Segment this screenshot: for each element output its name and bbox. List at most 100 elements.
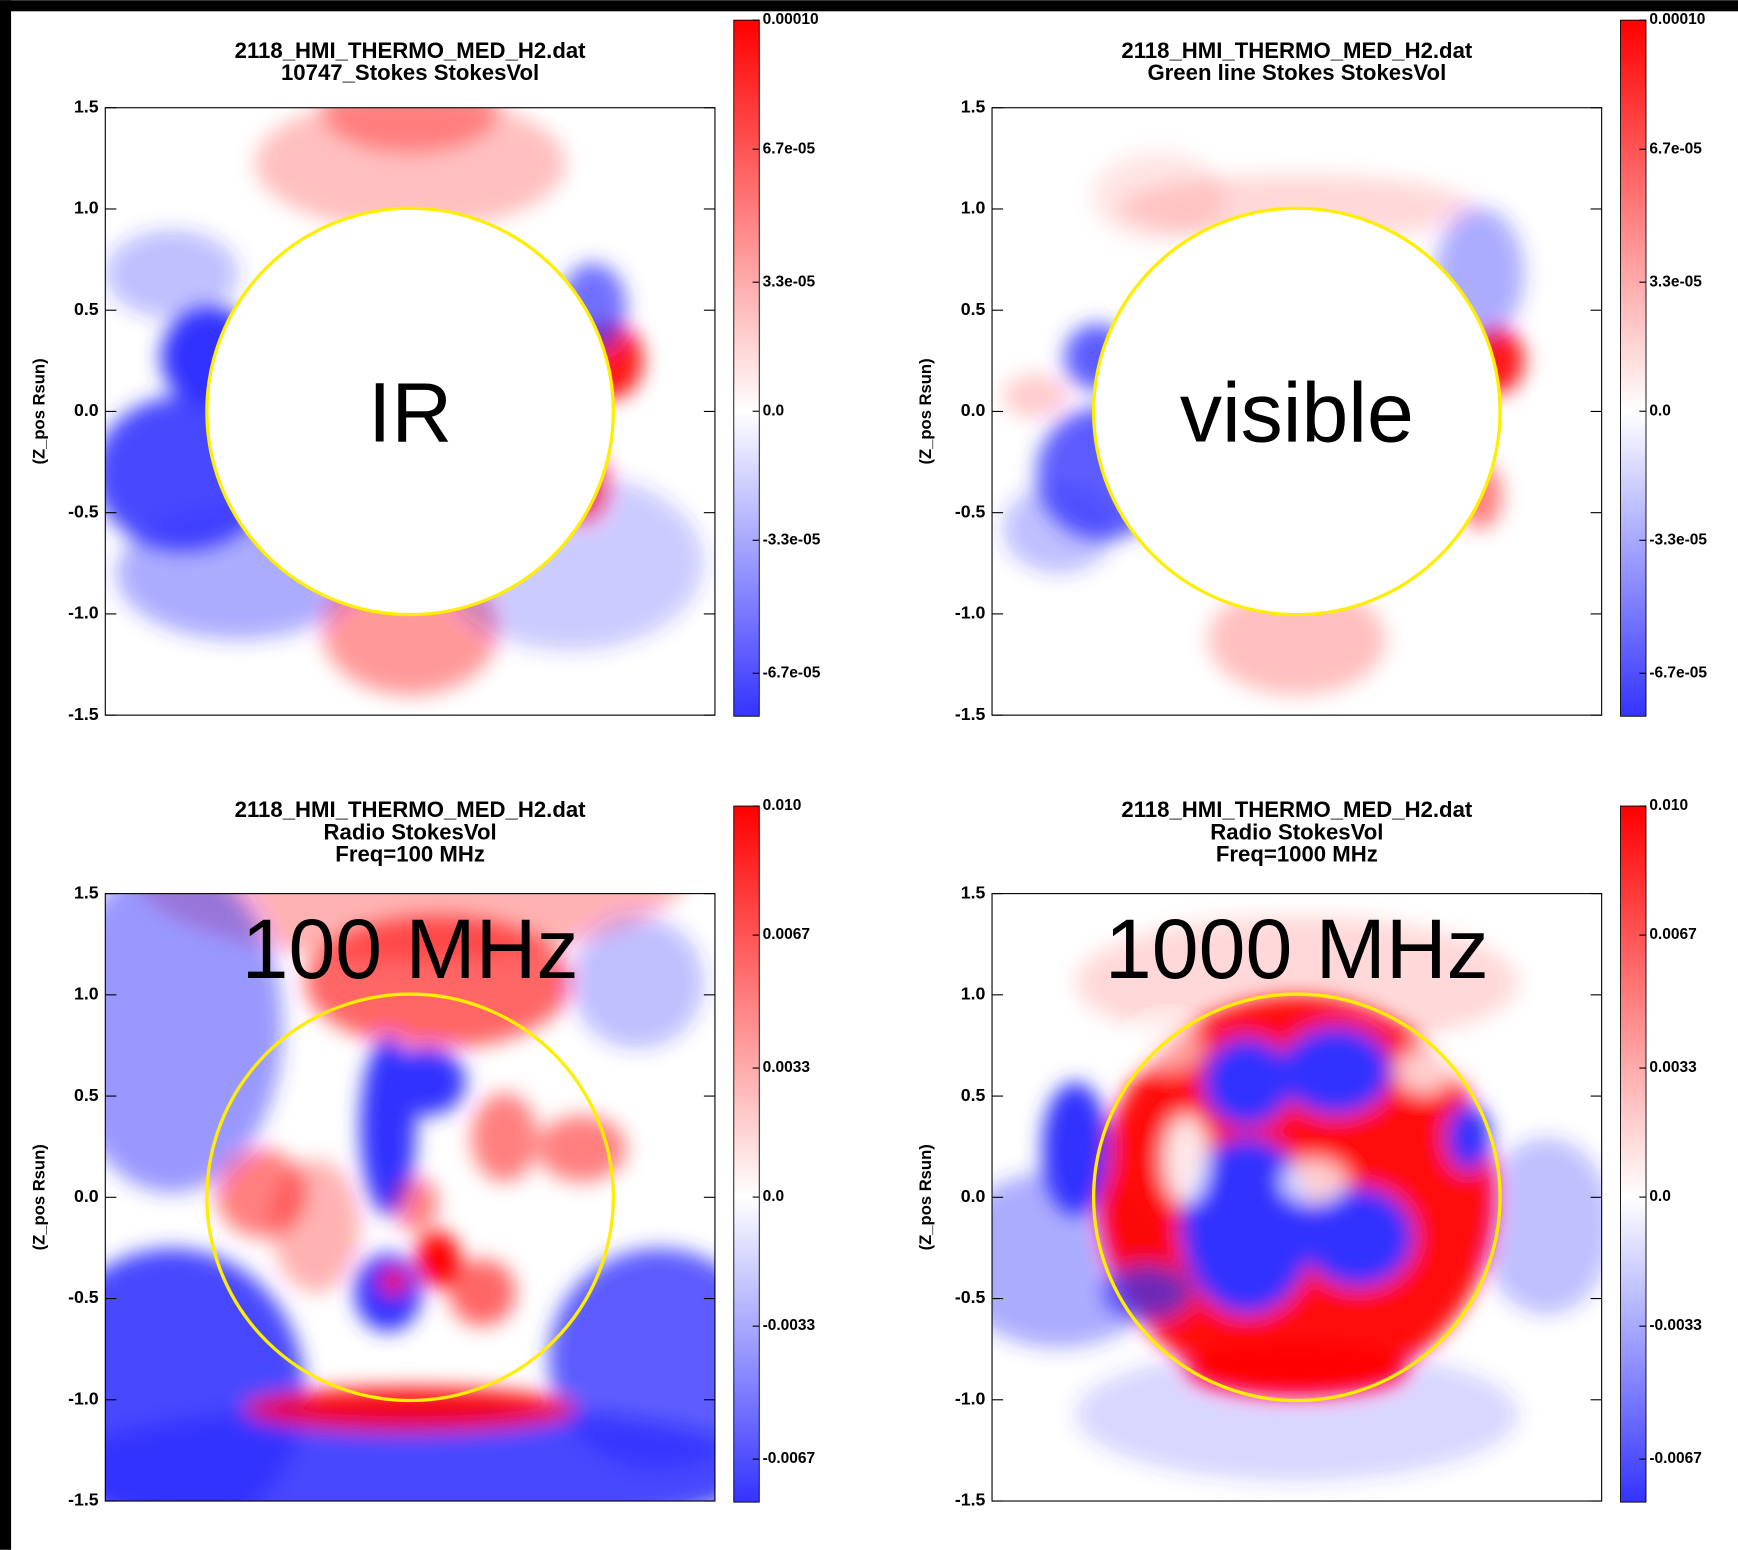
field-blob (548, 1248, 715, 1470)
colorbar-tick-label: 0.010 (1649, 797, 1688, 814)
field-blob (1479, 1137, 1602, 1315)
y-tick-label: -1.0 (955, 603, 986, 623)
y-tick-label: -1.0 (955, 1388, 986, 1408)
y-tick-label: 1.5 (961, 96, 986, 116)
field-blob (1003, 373, 1070, 419)
colorbar-tick-label: 3.3e-05 (1649, 273, 1702, 290)
colorbar-tick-label: 0.0 (1649, 1188, 1671, 1205)
field-blob (1091, 152, 1225, 241)
y-tick-label: 1.5 (74, 96, 99, 116)
field-blob (1136, 1026, 1203, 1071)
solar-limb (205, 206, 615, 617)
colorbar-tick-label: 0.00010 (763, 11, 819, 28)
solar-limb (1091, 992, 1502, 1403)
colorbar-tick-label: 0.0 (763, 402, 785, 419)
heatmap-image (105, 893, 715, 1502)
field-blob (1075, 915, 1519, 1049)
y-tick-label: 0.0 (961, 400, 986, 420)
y-tick-label: 1.0 (961, 198, 986, 218)
field-blob (243, 1386, 577, 1432)
colorbar-tick-label: -3.3e-05 (1649, 531, 1707, 548)
colorbar-tick-label: -6.7e-05 (1649, 664, 1707, 681)
colorbar-tick-label: 0.0067 (1649, 926, 1696, 943)
field-blob (1280, 1026, 1392, 1116)
y-tick-label: -0.5 (68, 1287, 99, 1307)
colorbar (1620, 805, 1647, 1503)
field-blob (1446, 1104, 1491, 1171)
y-tick-label: -1.5 (68, 1490, 99, 1510)
colorbar-tick-label: 0.0033 (763, 1059, 811, 1076)
colorbar-tick-label: 0.0033 (1649, 1059, 1697, 1076)
field-blob (1186, 1342, 1408, 1398)
colorbar-tick-label: -0.0067 (763, 1450, 816, 1467)
field-blob (1396, 1048, 1453, 1094)
colorbar-tick-label: 0.00010 (1649, 11, 1705, 28)
frame-edge (0, 0, 1738, 12)
colorbar-tick-label: 6.7e-05 (763, 140, 816, 157)
field-blob (1003, 484, 1114, 574)
chart-title: 10747_Stokes StokesVol (281, 60, 539, 85)
chart-title: Freq=1000 MHz (1216, 841, 1378, 866)
y-tick-label: 1.0 (74, 198, 99, 218)
field-blob (271, 1159, 361, 1293)
occulted-disk (206, 208, 614, 615)
field-blob (1202, 1037, 1292, 1127)
chart-title: 2118_HMI_THERMO_MED_H2.dat (235, 797, 587, 822)
colorbar-tick-label: 0.010 (763, 797, 802, 814)
y-tick-label: -1.5 (955, 1490, 986, 1510)
annotation: 100 MHz (242, 902, 579, 996)
colorbar-tick-label: -3.3e-05 (763, 531, 821, 548)
colorbar-tick-label: 0.0 (763, 1188, 785, 1205)
colorbar-tick-label: 6.7e-05 (1649, 140, 1702, 157)
annotation: IR (368, 365, 452, 459)
y-tick-label: -1.0 (68, 1388, 99, 1408)
colorbar-tick-label: 0.0 (1649, 402, 1671, 419)
y-tick-label: 0.0 (961, 1186, 986, 1206)
y-axis-label: (Z_pos Rsun) (29, 358, 48, 464)
colorbar-tick-label: -0.0067 (1649, 1450, 1702, 1467)
y-axis-label: (Z_pos Rsun) (29, 1144, 48, 1250)
y-tick-label: 0.0 (74, 1186, 99, 1206)
field-blob (471, 1093, 538, 1182)
chart-title: Radio StokesVol (324, 819, 497, 844)
colorbar-tick-label: 0.0067 (763, 926, 810, 943)
field-blob (1280, 1159, 1347, 1204)
y-tick-label: 0.5 (74, 1085, 99, 1105)
colorbar-tick-label: -0.0033 (763, 1317, 816, 1334)
y-tick-label: 1.5 (74, 882, 99, 902)
field-blob (105, 229, 239, 319)
colorbar (1620, 19, 1647, 717)
field-blob (1041, 1082, 1109, 1216)
colorbar-tick-label: 3.3e-05 (763, 273, 816, 290)
field-blob (415, 1231, 460, 1288)
y-tick-label: 0.5 (961, 1085, 986, 1105)
field-blob (387, 1048, 466, 1116)
field-blob (105, 893, 283, 1193)
frame-edge (0, 0, 12, 1550)
colorbar-tick-label: -6.7e-05 (763, 664, 821, 681)
field-blob (448, 1259, 516, 1326)
field-blob (1163, 1115, 1209, 1204)
field-blob (1180, 1137, 1314, 1315)
y-tick-label: -1.5 (955, 704, 986, 724)
chart-title: Radio StokesVol (1210, 819, 1383, 844)
chart-title: Green line Stokes StokesVol (1147, 60, 1446, 85)
chart-title: 2118_HMI_THERMO_MED_H2.dat (235, 38, 587, 63)
y-axis-label: (Z_pos Rsun) (916, 358, 935, 464)
y-tick-label: -0.5 (955, 1287, 986, 1307)
y-axis-label: (Z_pos Rsun) (916, 1144, 935, 1250)
field-blob (393, 1176, 438, 1232)
chart-title: Freq=100 MHz (335, 841, 485, 866)
chart-title: 2118_HMI_THERMO_MED_H2.dat (1121, 38, 1473, 63)
annotation: visible (1180, 365, 1414, 459)
heatmap-field (992, 915, 1602, 1482)
field-blob (380, 1268, 407, 1295)
occulted-disk (1093, 208, 1501, 615)
solar-limb (205, 992, 615, 1403)
chart-title: 2118_HMI_THERMO_MED_H2.dat (1121, 797, 1473, 822)
y-tick-label: 1.0 (74, 984, 99, 1004)
